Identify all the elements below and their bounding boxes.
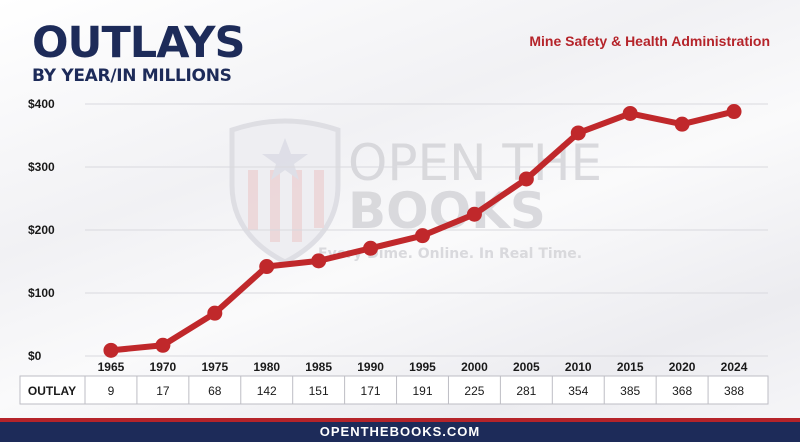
agency-name: Mine Safety & Health Administration: [529, 33, 770, 49]
data-label-1990: 171: [361, 384, 381, 398]
shield-logo-icon: [229, 118, 341, 265]
data-point-1980: [259, 259, 275, 275]
data-point-2000: [466, 206, 482, 222]
y-tick-label-100: $100: [28, 286, 55, 300]
data-point-2024: [726, 104, 742, 120]
data-label-1975: 68: [208, 384, 222, 398]
outlays-line-chart: OPEN THE BOOKS Every Dime. Online. In Re…: [19, 97, 769, 405]
value-table: OUTLAY 9 17 68 142 151 171 191 225 281 354 385 368 38…: [19, 375, 769, 405]
data-point-1990: [363, 240, 379, 256]
x-axis-labels: 1965 1970 1975 1980 1985 1990 1995 2000 2005 2010…: [98, 360, 748, 374]
chart-title: OUTLAYS: [32, 18, 245, 68]
y-tick-label-200: $200: [28, 223, 55, 237]
table-row-label: OUTLAY: [28, 384, 76, 398]
data-label-1995: 191: [412, 384, 432, 398]
x-tick-label-2005: 2005: [513, 360, 540, 374]
watermark-line2: BOOKS: [348, 182, 546, 240]
y-axis-ticks: $0 $100 $200 $300 $400: [28, 97, 55, 363]
series-outlay: [103, 104, 742, 358]
data-label-2010: 354: [568, 384, 588, 398]
x-tick-label-2015: 2015: [617, 360, 644, 374]
data-point-1965: [103, 342, 119, 358]
data-point-2010: [570, 125, 586, 141]
watermark-line1: OPEN THE: [348, 134, 602, 192]
watermark-tagline: Every Dime. Online. In Real Time.: [318, 246, 582, 262]
x-tick-label-2010: 2010: [565, 360, 592, 374]
data-label-1965: 9: [108, 384, 115, 398]
chart-subtitle: BY YEAR/IN MILLIONS: [32, 66, 232, 86]
x-tick-label-1970: 1970: [150, 360, 177, 374]
data-label-1970: 17: [156, 384, 170, 398]
data-label-2000: 225: [464, 384, 484, 398]
x-tick-label-1965: 1965: [98, 360, 125, 374]
watermark: OPEN THE BOOKS Every Dime. Online. In Re…: [229, 118, 602, 265]
y-tick-label-400: $400: [28, 97, 55, 111]
data-label-1980: 142: [257, 384, 277, 398]
data-label-2005: 281: [516, 384, 536, 398]
data-point-2020: [674, 116, 690, 132]
data-point-2015: [622, 105, 638, 121]
x-tick-label-1995: 1995: [409, 360, 436, 374]
x-tick-label-1975: 1975: [201, 360, 228, 374]
data-label-1985: 151: [309, 384, 329, 398]
data-point-1970: [155, 337, 171, 353]
data-label-2015: 385: [620, 384, 640, 398]
x-tick-label-1985: 1985: [305, 360, 332, 374]
x-tick-label-2000: 2000: [461, 360, 488, 374]
data-point-1975: [207, 305, 223, 321]
footer-site-link[interactable]: OPENTHEBOOKS.COM: [319, 424, 481, 439]
table-frame: [19, 375, 769, 405]
data-point-2005: [518, 171, 534, 187]
y-tick-label-0: $0: [28, 349, 42, 363]
data-point-1985: [311, 253, 327, 269]
x-tick-label-2024: 2024: [721, 360, 748, 374]
y-tick-label-300: $300: [28, 160, 55, 174]
x-tick-label-1980: 1980: [253, 360, 280, 374]
data-label-2020: 368: [672, 384, 692, 398]
data-point-1995: [415, 228, 430, 244]
data-label-2024: 388: [724, 384, 744, 398]
footer-bar: OPENTHEBOOKS.COM: [0, 418, 800, 442]
x-tick-label-1990: 1990: [357, 360, 384, 374]
x-tick-label-2020: 2020: [669, 360, 696, 374]
